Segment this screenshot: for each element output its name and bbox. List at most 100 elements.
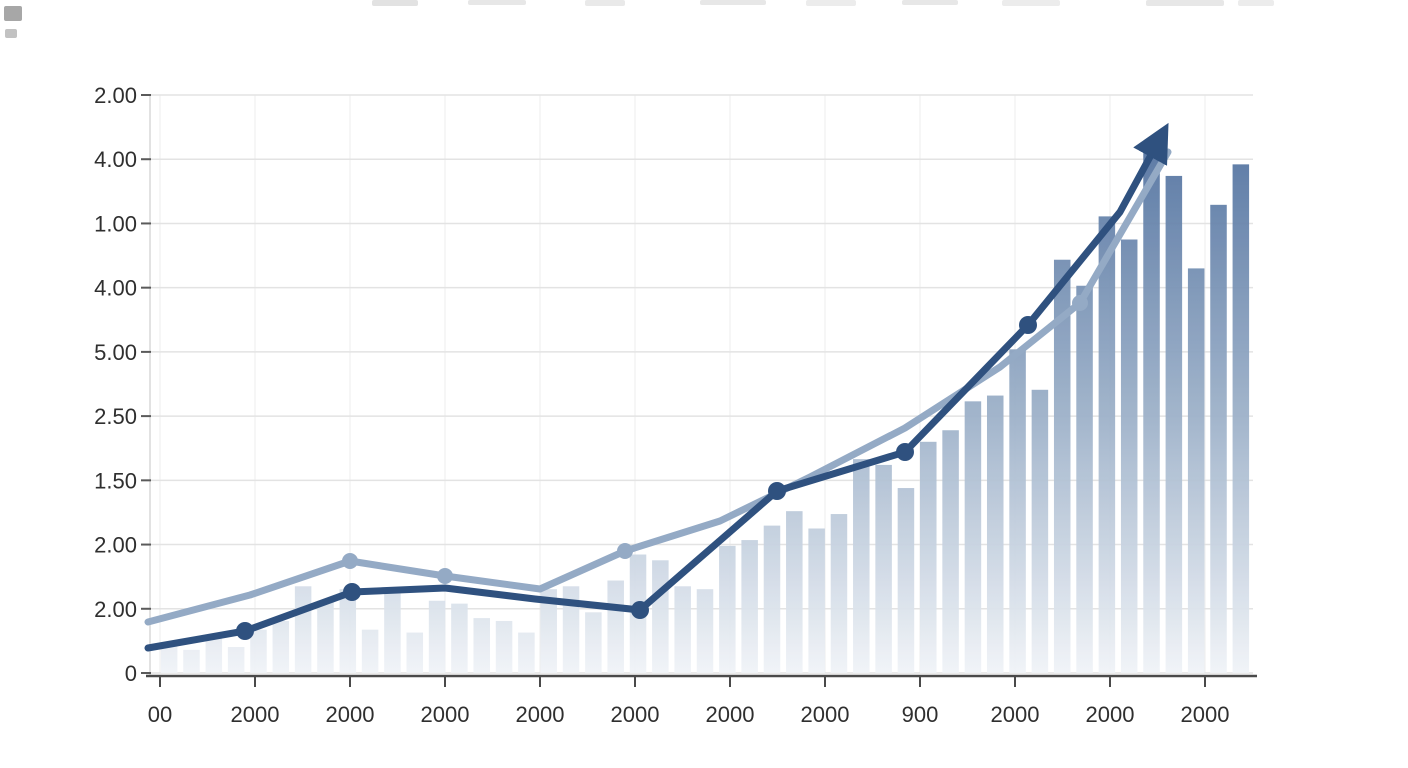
x-tick-label: 00 — [148, 702, 172, 727]
bar — [227, 646, 245, 673]
bar — [696, 589, 714, 673]
y-tick-label: 2.00 — [94, 83, 137, 108]
bar — [1076, 285, 1093, 673]
y-tick-label: 4.00 — [94, 147, 137, 172]
edge-artifact — [468, 0, 526, 5]
edge-artifact — [372, 0, 418, 6]
bar — [160, 644, 178, 673]
bar — [585, 612, 602, 673]
trend-light-line — [144, 148, 1172, 626]
bar — [986, 395, 1004, 673]
bar — [1009, 349, 1026, 673]
edge-artifact — [4, 6, 22, 21]
bar — [808, 528, 825, 673]
trend-light-marker — [437, 568, 453, 584]
trend-dark-marker — [343, 583, 361, 601]
bar — [451, 603, 468, 673]
bar — [384, 589, 401, 673]
edge-artifact — [5, 29, 17, 38]
bar — [830, 514, 848, 673]
bar — [1031, 389, 1049, 673]
bar — [406, 632, 424, 673]
edge-artifact — [806, 0, 856, 6]
y-tick-label: 0 — [125, 661, 137, 686]
bar — [1120, 239, 1138, 673]
bar — [875, 464, 892, 673]
bar — [518, 632, 535, 673]
y-tick-label: 2.50 — [94, 404, 137, 429]
bar — [853, 459, 870, 673]
y-tick-label: 2.00 — [94, 597, 137, 622]
y-tick-label: 2.00 — [94, 533, 137, 558]
bar — [719, 545, 736, 673]
bar — [294, 586, 312, 673]
x-tick-label: 2000 — [1086, 702, 1135, 727]
bar — [1232, 164, 1250, 674]
x-tick-label: 2000 — [326, 702, 375, 727]
x-tick-label: 2000 — [611, 702, 660, 727]
bar — [964, 401, 982, 673]
trend-dark-marker — [236, 622, 254, 640]
x-tick-label: 2000 — [706, 702, 755, 727]
bar — [763, 525, 781, 673]
bar — [272, 620, 290, 673]
bar — [897, 488, 915, 673]
trend-light-series — [144, 148, 1172, 626]
bar — [1053, 259, 1071, 673]
bar — [562, 586, 580, 673]
edge-artifact — [700, 0, 766, 5]
bar — [786, 511, 803, 673]
trend-light-marker — [342, 553, 358, 569]
bar — [1187, 268, 1205, 673]
bar — [317, 600, 334, 673]
trend-dark-marker — [768, 482, 786, 500]
bar — [1165, 175, 1183, 674]
trend-light-marker — [1072, 295, 1088, 311]
x-tick-label: 2000 — [991, 702, 1040, 727]
bars-group — [160, 149, 1250, 674]
bar — [1143, 149, 1160, 673]
bar — [250, 629, 267, 673]
bar — [741, 540, 758, 673]
x-tick-label: 2000 — [801, 702, 850, 727]
x-tick-label: 2000 — [516, 702, 565, 727]
bar — [1098, 216, 1116, 673]
bar — [540, 589, 557, 673]
bar — [205, 638, 223, 673]
x-tick-label: 2000 — [231, 702, 280, 727]
bar — [361, 629, 379, 673]
bar — [920, 441, 937, 673]
bar — [473, 618, 490, 673]
x-tick-label: 900 — [902, 702, 939, 727]
bar — [652, 560, 669, 673]
trend-dark-marker — [631, 601, 649, 619]
bar — [607, 580, 624, 673]
bar — [942, 430, 959, 673]
edge-artifact — [902, 0, 958, 5]
trend-dark-series — [144, 122, 1169, 652]
x-tick-label: 2000 — [1181, 702, 1230, 727]
edge-artifact — [1238, 0, 1274, 6]
bar — [339, 589, 357, 673]
trend-dark-marker — [1019, 316, 1037, 334]
edge-artifact — [585, 0, 625, 6]
x-tick-label: 2000 — [421, 702, 470, 727]
trend-dark-marker — [896, 443, 914, 461]
bar — [183, 649, 200, 673]
y-tick-label: 4.00 — [94, 276, 137, 301]
edge-artifacts — [4, 0, 1274, 38]
trend-light-marker — [617, 543, 633, 559]
edge-artifact — [1146, 0, 1224, 6]
y-tick-label: 1.50 — [94, 468, 137, 493]
bar — [1210, 204, 1227, 673]
bar — [428, 600, 446, 673]
axes — [141, 94, 1257, 687]
edge-artifact — [1002, 0, 1060, 6]
y-tick-label: 5.00 — [94, 340, 137, 365]
y-tick-label: 1.00 — [94, 211, 137, 236]
bar — [495, 620, 513, 673]
bar — [674, 586, 691, 673]
